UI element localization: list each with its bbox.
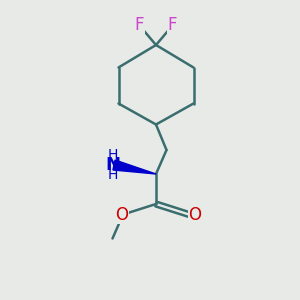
Text: F: F [135, 16, 144, 34]
Text: H: H [107, 168, 118, 182]
Text: N: N [105, 156, 120, 174]
Text: O: O [188, 206, 202, 224]
Polygon shape [113, 160, 156, 174]
Text: F: F [168, 16, 177, 34]
Text: O: O [115, 206, 128, 224]
Text: H: H [107, 148, 118, 162]
